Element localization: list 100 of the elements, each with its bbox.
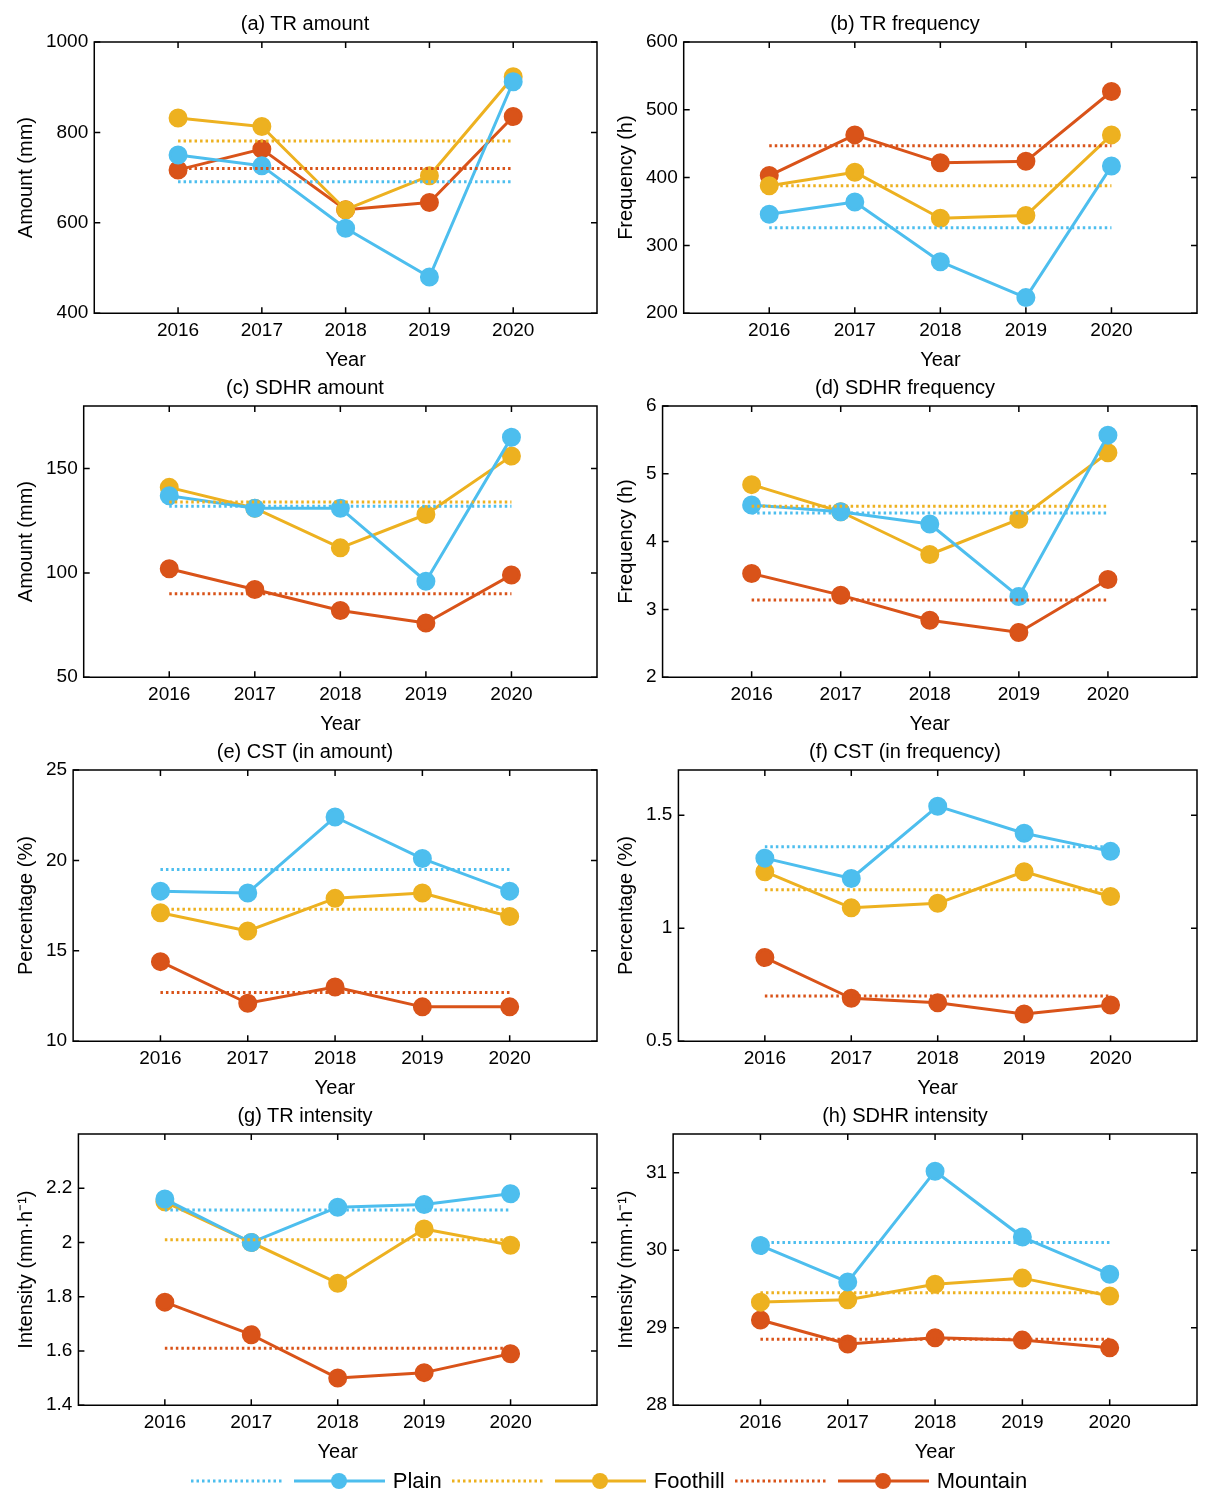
y-tick-label: 29 (645, 1315, 668, 1337)
y-tick-label: 10 (45, 1029, 68, 1051)
x-tick-label: 2020 (490, 682, 533, 704)
y-tick-label: 2 (61, 1230, 73, 1252)
x-tick-label: 2018 (913, 1410, 957, 1432)
y-tick-label: 600 (646, 30, 678, 52)
x-tick-label: 2019 (403, 1410, 446, 1432)
y-tick-label: 2.2 (45, 1176, 73, 1198)
x-tick-label: 2019 (1004, 318, 1048, 340)
x-tick-label: 2019 (404, 682, 448, 704)
y-tick-label: 1 (661, 916, 673, 938)
x-tick-label: 2016 (139, 1046, 182, 1068)
x-tick-label: 2017 (830, 1046, 873, 1068)
y-tick-label: 1.6 (45, 1339, 73, 1361)
x-tick-label: 2017 (230, 1410, 273, 1432)
x-tick-label: 2017 (833, 318, 876, 340)
legend-label: Mountain (936, 1468, 1028, 1494)
x-tick-label: 2017 (240, 318, 283, 340)
x-axis-title: Year (909, 711, 951, 734)
y-axis-title: Amount (mm) (13, 481, 36, 603)
y-tick-label: 30 (645, 1238, 668, 1260)
x-tick-label: 2016 (743, 1046, 786, 1068)
y-axis-title: Amount (mm) (13, 117, 36, 239)
y-axis-title: Percentage (%) (613, 836, 636, 976)
y-tick-label: 1000 (45, 30, 89, 52)
x-tick-label: 2018 (319, 682, 362, 704)
x-tick-label: 2018 (919, 318, 962, 340)
y-tick-label: 400 (56, 301, 89, 323)
x-tick-label: 2016 (730, 682, 773, 704)
chart-title: (c) SDHR amount (226, 375, 385, 398)
x-tick-label: 2020 (1090, 318, 1133, 340)
y-tick-label: 1.5 (645, 803, 673, 825)
y-tick-label: 150 (46, 456, 78, 478)
chart-title: (h) SDHR intensity (822, 1103, 988, 1126)
x-axis-title: Year (914, 1439, 956, 1462)
x-tick-label: 2019 (408, 318, 451, 340)
y-tick-label: 6 (645, 394, 657, 416)
x-tick-label: 2016 (739, 1410, 782, 1432)
x-tick-label: 2020 (1089, 1046, 1132, 1068)
y-axis-title: Frequency (h) (613, 479, 636, 604)
x-tick-label: 2020 (1088, 1410, 1131, 1432)
x-tick-label: 2016 (748, 318, 791, 340)
x-tick-label: 2018 (313, 1046, 357, 1068)
y-tick-label: 800 (56, 120, 89, 142)
x-axis-title: Year (317, 1439, 359, 1462)
x-axis-title: Year (325, 347, 367, 370)
x-tick-label: 2019 (1003, 1046, 1046, 1068)
y-axis-title: Percentage (%) (13, 836, 36, 976)
chart-title: (d) SDHR frequency (814, 375, 996, 398)
x-axis-title: Year (314, 1075, 356, 1098)
x-tick-label: 2020 (488, 1046, 531, 1068)
y-tick-label: 300 (646, 233, 678, 255)
y-axis-title: Intensity (mm·h⁻¹) (13, 1190, 36, 1349)
y-tick-label: 3 (645, 597, 657, 619)
x-tick-label: 2017 (233, 682, 276, 704)
y-axis-title: Intensity (mm·h⁻¹) (613, 1190, 636, 1349)
x-tick-label: 2019 (401, 1046, 444, 1068)
y-tick-label: 500 (646, 98, 678, 120)
x-tick-label: 2018 (916, 1046, 959, 1068)
x-tick-label: 2020 (1086, 682, 1130, 704)
x-tick-label: 2016 (148, 682, 191, 704)
x-tick-label: 2018 (908, 682, 951, 704)
chart-title: (b) TR frequency (830, 11, 980, 34)
y-tick-label: 400 (646, 165, 678, 187)
x-axis-title: Year (320, 711, 361, 734)
x-tick-label: 2017 (819, 682, 862, 704)
chart-title: (g) TR intensity (237, 1103, 373, 1126)
chart-title: (e) CST (in amount) (216, 739, 394, 762)
y-tick-label: 200 (646, 301, 678, 323)
chart-title: (f) CST (in frequency) (809, 739, 1001, 762)
x-tick-label: 2020 (492, 318, 535, 340)
legend-label: Foothill (653, 1468, 725, 1494)
y-tick-label: 4 (645, 529, 657, 551)
y-tick-label: 1.8 (45, 1284, 73, 1306)
x-tick-label: 2016 (156, 318, 200, 340)
y-tick-label: 600 (56, 211, 89, 233)
chart-title: (a) TR amount (240, 11, 370, 34)
y-tick-label: 1.4 (45, 1393, 73, 1415)
x-tick-label: 2017 (226, 1046, 269, 1068)
y-tick-label: 28 (645, 1393, 668, 1415)
x-tick-label: 2019 (1001, 1410, 1044, 1432)
y-tick-label: 100 (46, 561, 78, 583)
x-tick-label: 2018 (324, 318, 367, 340)
y-tick-label: 20 (45, 848, 68, 870)
legend-label: Plain (392, 1468, 442, 1494)
y-axis-title: Frequency (h) (613, 115, 636, 240)
x-tick-label: 2019 (997, 682, 1040, 704)
y-tick-label: 5 (645, 462, 657, 484)
y-tick-label: 0.5 (645, 1029, 673, 1051)
x-axis-title: Year (920, 347, 961, 370)
x-tick-label: 2017 (826, 1410, 869, 1432)
y-tick-label: 50 (56, 665, 78, 687)
y-tick-label: 25 (45, 758, 68, 780)
x-tick-label: 2016 (143, 1410, 186, 1432)
y-tick-label: 31 (645, 1160, 668, 1182)
y-tick-label: 15 (45, 939, 68, 961)
x-tick-label: 2020 (489, 1410, 532, 1432)
y-tick-label: 2 (645, 665, 657, 687)
x-axis-title: Year (917, 1075, 959, 1098)
x-tick-label: 2018 (316, 1410, 359, 1432)
